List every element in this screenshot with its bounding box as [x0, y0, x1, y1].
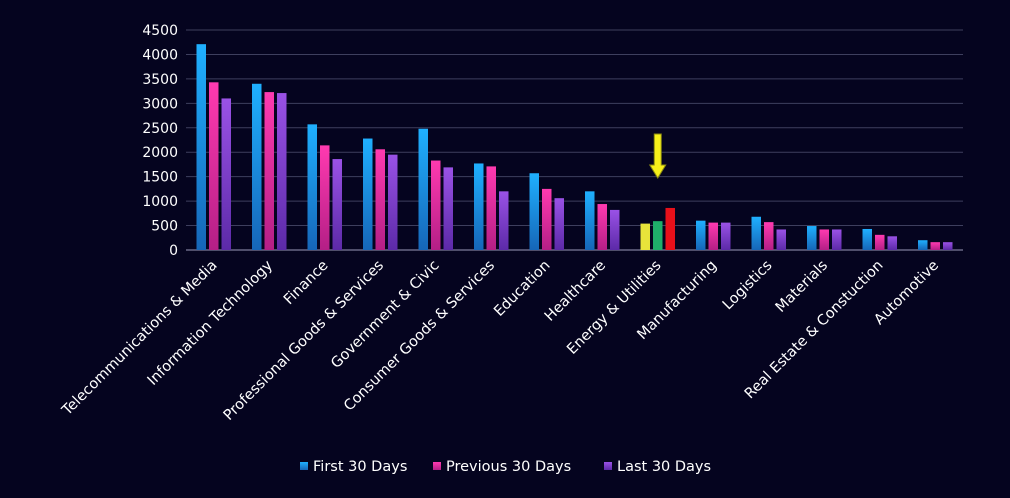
- x-category-label: Finance: [281, 257, 332, 308]
- bar: [388, 154, 398, 250]
- x-category-label: Materials: [773, 258, 831, 316]
- bar: [332, 159, 342, 250]
- legend-item: Previous 30 Days: [433, 459, 571, 475]
- bar: [320, 145, 330, 250]
- bar: [542, 188, 552, 250]
- bar: [832, 229, 842, 250]
- bar: [307, 124, 317, 250]
- bar: [221, 98, 231, 250]
- y-axis: 0 500 1000 1500 2000 2500 3000 3500 4000 4500: [142, 23, 178, 259]
- bar: [665, 207, 675, 250]
- bar: [610, 209, 620, 250]
- bar: [431, 160, 441, 250]
- bar: [764, 222, 774, 250]
- legend-item: Last 30 Days: [604, 459, 711, 475]
- y-tick-label: 2000: [142, 145, 178, 161]
- bar: [751, 216, 761, 250]
- bar: [196, 44, 206, 250]
- legend-label: Last 30 Days: [617, 459, 711, 475]
- legend-item: First 30 Days: [300, 459, 407, 475]
- bar: [554, 198, 564, 250]
- y-tick-label: 0: [169, 243, 178, 259]
- x-category-label: Government & Civic: [328, 257, 442, 371]
- bar: [375, 149, 385, 250]
- bar: [930, 242, 940, 250]
- bar: [474, 163, 484, 250]
- y-tick-label: 3500: [142, 72, 178, 88]
- bar: [585, 191, 595, 250]
- bar: [721, 222, 731, 250]
- legend-swatch: [604, 462, 612, 470]
- gridlines: [186, 29, 963, 251]
- bar: [875, 234, 885, 250]
- bar: [418, 128, 428, 250]
- legend: First 30 Days Previous 30 Days Last 30 Day…: [300, 459, 711, 475]
- bar: [696, 220, 706, 250]
- bar: [277, 93, 287, 250]
- bar: [776, 229, 786, 250]
- bar: [443, 167, 453, 250]
- bar: [918, 240, 928, 250]
- legend-label: First 30 Days: [313, 459, 407, 475]
- y-tick-label: 1500: [142, 170, 178, 186]
- annotation: [648, 133, 667, 179]
- bar: [807, 226, 817, 250]
- bar: [819, 229, 829, 250]
- bar: [529, 173, 539, 250]
- bar: [252, 83, 262, 251]
- legend-swatch: [433, 462, 441, 470]
- bar: [264, 92, 274, 250]
- bar: [887, 236, 897, 250]
- bar: [653, 221, 663, 250]
- x-category-label: Energy & Utilities: [564, 258, 664, 358]
- legend-swatch: [300, 462, 308, 470]
- legend-label: Previous 30 Days: [446, 459, 571, 475]
- bars: [196, 44, 953, 251]
- bar: [640, 223, 650, 250]
- bar: [943, 242, 953, 250]
- y-tick-label: 500: [151, 219, 178, 235]
- bar: [597, 204, 607, 250]
- y-tick-label: 1000: [142, 194, 178, 210]
- bar: [499, 191, 509, 250]
- bar: [209, 82, 219, 250]
- bar: [862, 228, 872, 250]
- y-tick-label: 4500: [142, 23, 178, 39]
- bar: [363, 138, 373, 250]
- y-tick-label: 3000: [142, 96, 178, 112]
- x-category-label: Logistics: [720, 258, 776, 314]
- bar: [486, 166, 496, 250]
- bar: [708, 222, 718, 250]
- down-arrow-icon: [648, 133, 667, 179]
- y-tick-label: 2500: [142, 121, 178, 137]
- y-tick-label: 4000: [142, 47, 178, 63]
